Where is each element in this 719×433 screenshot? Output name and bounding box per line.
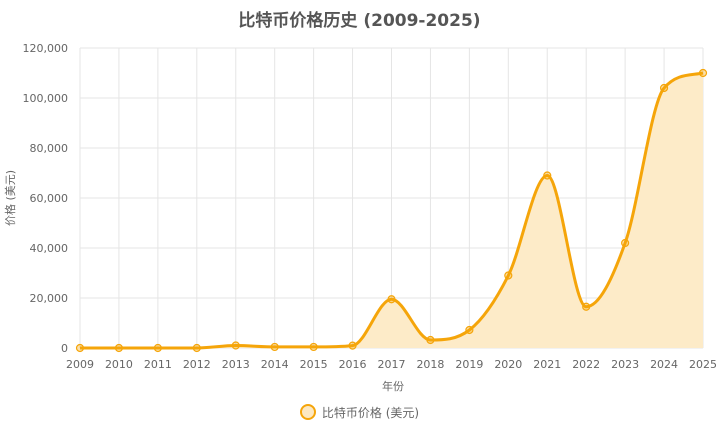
x-tick-label: 2014 bbox=[261, 358, 289, 371]
data-point[interactable] bbox=[504, 271, 513, 280]
y-axis-title: 价格 (美元) bbox=[3, 170, 17, 226]
x-tick-label: 2012 bbox=[183, 358, 211, 371]
y-tick-label: 0 bbox=[61, 342, 68, 355]
x-axis-ticks: 2009 2010 2011 2012 2013 2014 2015 2016 2017 2018… bbox=[66, 358, 717, 371]
data-point[interactable] bbox=[153, 343, 162, 353]
data-point[interactable] bbox=[465, 325, 474, 335]
data-point[interactable] bbox=[348, 341, 357, 350]
x-tick-label: 2023 bbox=[611, 358, 639, 371]
y-tick-label: 100,000 bbox=[23, 92, 69, 105]
data-point[interactable] bbox=[698, 68, 708, 78]
data-point[interactable] bbox=[114, 343, 124, 353]
x-tick-label: 2022 bbox=[572, 358, 600, 371]
x-tick-label: 2025 bbox=[689, 358, 717, 371]
area-fill bbox=[80, 73, 703, 348]
data-point[interactable] bbox=[621, 238, 630, 248]
data-points bbox=[75, 68, 708, 353]
x-tick-label: 2009 bbox=[66, 358, 94, 371]
series-line-path bbox=[80, 71, 704, 350]
data-point[interactable] bbox=[387, 295, 396, 304]
y-tick-label: 20,000 bbox=[30, 292, 69, 305]
x-tick-label: 2021 bbox=[533, 358, 561, 371]
x-tick-label: 2011 bbox=[144, 358, 172, 371]
y-tick-label: 80,000 bbox=[30, 142, 69, 155]
data-point[interactable] bbox=[543, 171, 552, 180]
x-tick-label: 2024 bbox=[650, 358, 678, 371]
x-tick-label: 2018 bbox=[416, 358, 444, 371]
legend-swatch bbox=[299, 404, 316, 420]
chart-title: 比特币价格历史 (2009-2025) bbox=[238, 11, 481, 31]
data-point[interactable] bbox=[426, 335, 435, 345]
x-axis-title: 年份 bbox=[382, 379, 404, 393]
x-tick-label: 2016 bbox=[339, 358, 367, 371]
data-point[interactable] bbox=[75, 343, 85, 353]
x-tick-label: 2015 bbox=[300, 358, 328, 371]
y-tick-label: 60,000 bbox=[30, 192, 69, 205]
data-point[interactable] bbox=[270, 342, 279, 352]
x-tick-label: 2019 bbox=[455, 358, 483, 371]
x-tick-label: 2010 bbox=[105, 358, 133, 371]
legend[interactable]: 比特币价格 (美元) bbox=[0, 404, 719, 421]
y-axis-ticks: 0 20,000 40,000 60,000 80,000 100,000 120,000 bbox=[23, 42, 69, 355]
x-tick-label: 2013 bbox=[222, 358, 250, 371]
series-line bbox=[80, 71, 704, 350]
y-tick-label: 120,000 bbox=[23, 42, 69, 55]
x-tick-label: 2017 bbox=[378, 358, 406, 371]
data-point[interactable] bbox=[192, 343, 201, 353]
data-point[interactable] bbox=[582, 302, 591, 311]
data-point[interactable] bbox=[309, 342, 318, 352]
area-fill-shape bbox=[80, 73, 703, 348]
data-point[interactable] bbox=[659, 83, 669, 93]
x-tick-label: 2020 bbox=[494, 358, 522, 371]
legend-label: 比特币价格 (美元) bbox=[321, 406, 420, 420]
y-tick-label: 40,000 bbox=[30, 242, 69, 255]
data-point[interactable] bbox=[231, 341, 240, 350]
